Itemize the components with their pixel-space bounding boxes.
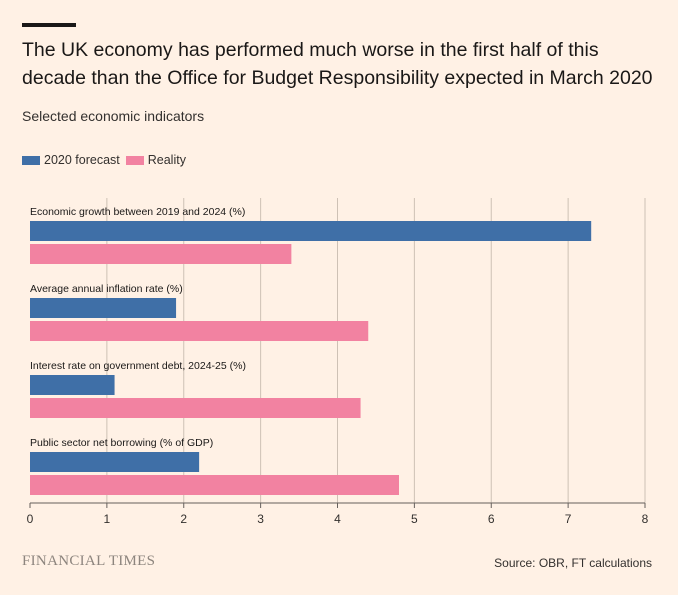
top-accent-bar	[22, 23, 76, 27]
chart-subtitle: Selected economic indicators	[22, 108, 205, 124]
bar-reality	[30, 321, 369, 341]
bar-forecast	[30, 375, 115, 395]
category-label: Interest rate on government debt, 2024-2…	[30, 360, 246, 372]
category-label: Public sector net borrowing (% of GDP)	[30, 437, 213, 449]
x-tick-label: 0	[27, 512, 34, 526]
bar-forecast	[30, 452, 200, 472]
legend: 2020 forecast Reality	[22, 153, 192, 167]
source-note: Source: OBR, FT calculations	[494, 556, 652, 570]
category-label: Average annual inflation rate (%)	[30, 283, 183, 295]
bar-forecast	[30, 221, 592, 241]
legend-swatch-reality	[125, 155, 144, 165]
category-labels: Economic growth between 2019 and 2024 (%…	[30, 206, 246, 449]
bar-reality	[30, 244, 292, 264]
bars	[30, 221, 592, 495]
bar-reality	[30, 398, 361, 418]
x-tick-label: 8	[642, 512, 649, 526]
x-tick-label: 6	[488, 512, 495, 526]
ft-logo: FINANCIAL TIMES	[22, 553, 156, 569]
x-tick-label: 4	[334, 512, 341, 526]
x-tick-label: 5	[411, 512, 418, 526]
category-label: Economic growth between 2019 and 2024 (%…	[30, 206, 245, 218]
x-tick-label: 3	[257, 512, 264, 526]
x-tick-label: 7	[565, 512, 572, 526]
legend-label-reality: Reality	[147, 153, 186, 167]
x-tick-label: 2	[180, 512, 187, 526]
legend-item-reality: Reality	[125, 153, 186, 167]
legend-item-forecast: 2020 forecast	[22, 153, 120, 167]
legend-swatch-forecast	[22, 155, 40, 165]
bar-chart: Economic growth between 2019 and 2024 (%…	[27, 198, 649, 526]
x-tick-label: 1	[104, 512, 111, 526]
bar-reality	[30, 475, 399, 495]
legend-label-forecast: 2020 forecast	[44, 153, 120, 167]
chart-title: The UK economy has performed much worse …	[22, 39, 653, 89]
bar-forecast	[30, 298, 177, 318]
x-axis: 0 1 2 3 4 5 6 7 8	[27, 502, 649, 526]
